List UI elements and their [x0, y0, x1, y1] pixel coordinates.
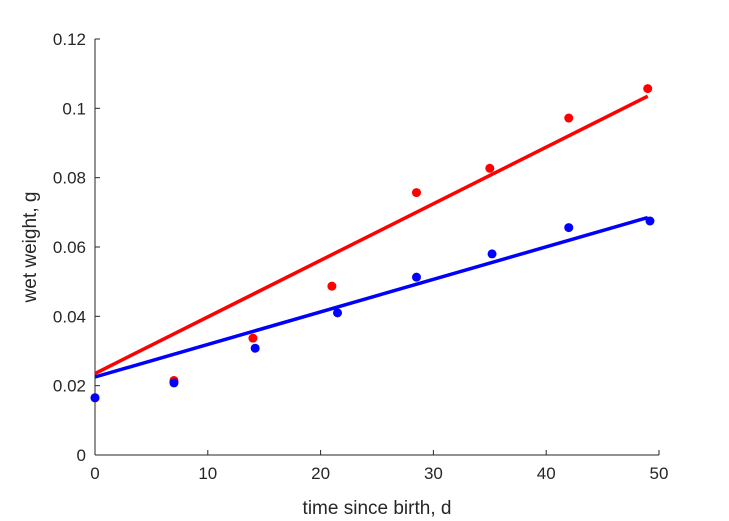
data-point	[564, 113, 574, 123]
x-tick-label: 50	[650, 464, 669, 483]
data-point	[250, 343, 260, 353]
x-tick-label: 0	[90, 464, 99, 483]
x-tick-label: 20	[311, 464, 330, 483]
fit-line	[94, 215, 649, 379]
data-point	[487, 249, 497, 259]
data-point	[485, 163, 495, 173]
y-tick-label: 0.02	[53, 377, 86, 396]
x-tick-label: 30	[424, 464, 443, 483]
data-point	[90, 393, 100, 403]
y-tick-label: 0.08	[53, 169, 86, 188]
plot-marks	[90, 84, 655, 403]
y-tick-label: 0.1	[62, 99, 86, 118]
x-tick-label: 10	[198, 464, 217, 483]
axes: 0 10 20 30 40 50 0 0.02 0.04 0.06 0.08 0.1 0.12	[53, 30, 669, 483]
series-1	[90, 215, 655, 403]
data-point	[327, 281, 337, 291]
data-point	[411, 272, 421, 282]
data-point	[333, 308, 343, 318]
data-point	[643, 84, 653, 94]
y-tick-label: 0	[77, 446, 86, 465]
data-point	[645, 216, 655, 226]
data-point	[564, 223, 574, 233]
y-tick-label: 0.12	[53, 30, 86, 49]
data-point	[248, 333, 258, 343]
x-tick-label: 40	[537, 464, 556, 483]
fit-line	[94, 94, 649, 376]
y-axis-label: wet weight, g	[20, 192, 41, 304]
data-point	[411, 188, 421, 198]
data-point	[169, 378, 179, 388]
y-tick-label: 0.06	[53, 238, 86, 257]
x-axis-label: time since birth, d	[303, 498, 452, 519]
y-tick-label: 0.04	[53, 307, 86, 326]
